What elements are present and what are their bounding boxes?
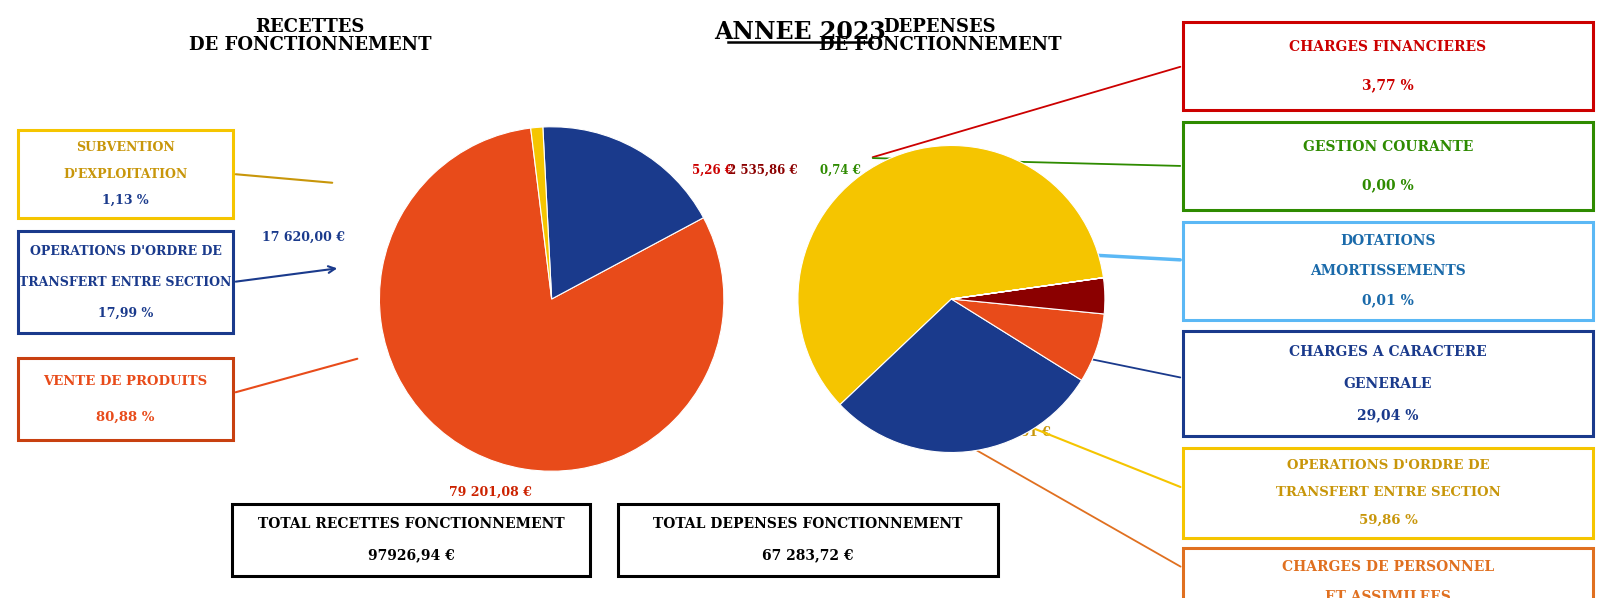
- Text: 29,04 %: 29,04 %: [1358, 408, 1418, 422]
- FancyBboxPatch shape: [1183, 548, 1593, 598]
- FancyBboxPatch shape: [18, 358, 233, 440]
- Text: ANNEE 2023: ANNEE 2023: [715, 20, 886, 44]
- Text: GESTION COURANTE: GESTION COURANTE: [1303, 140, 1473, 154]
- Text: RECETTES: RECETTES: [256, 18, 365, 36]
- FancyBboxPatch shape: [232, 504, 590, 576]
- Text: CHARGES FINANCIERES: CHARGES FINANCIERES: [1289, 40, 1487, 54]
- Text: SUBVENTION: SUBVENTION: [77, 141, 174, 154]
- Text: D'EXPLOITATION: D'EXPLOITATION: [64, 167, 187, 181]
- Wedge shape: [531, 127, 552, 299]
- Text: OPERATIONS D'ORDRE DE: OPERATIONS D'ORDRE DE: [29, 245, 221, 258]
- Text: 67 283,72 €: 67 283,72 €: [763, 548, 854, 563]
- Wedge shape: [542, 127, 704, 299]
- FancyBboxPatch shape: [1183, 22, 1593, 110]
- Wedge shape: [379, 128, 724, 471]
- Text: TRANSFERT ENTRE SECTION: TRANSFERT ENTRE SECTION: [19, 276, 232, 288]
- Text: 4 924,73 €: 4 924,73 €: [580, 410, 656, 423]
- FancyBboxPatch shape: [18, 231, 233, 333]
- Text: 17 620,00 €: 17 620,00 €: [262, 230, 345, 243]
- Text: TOTAL RECETTES FONCTIONNEMENT: TOTAL RECETTES FONCTIONNEMENT: [257, 517, 564, 532]
- Wedge shape: [951, 277, 1103, 299]
- Text: OPERATIONS D'ORDRE DE: OPERATIONS D'ORDRE DE: [1287, 459, 1489, 472]
- Text: 79 201,08 €: 79 201,08 €: [449, 486, 531, 499]
- Wedge shape: [951, 277, 1105, 314]
- Text: 0,74 €: 0,74 €: [820, 163, 860, 176]
- Text: DE FONCTIONNEMENT: DE FONCTIONNEMENT: [819, 36, 1062, 54]
- Text: VENTE DE PRODUITS: VENTE DE PRODUITS: [43, 375, 208, 388]
- Text: AMORTISSEMENTS: AMORTISSEMENTS: [1310, 264, 1466, 278]
- Text: 1,13 %: 1,13 %: [102, 194, 149, 207]
- Text: 80,88 %: 80,88 %: [96, 410, 155, 423]
- Text: 2 535,86 €: 2 535,86 €: [728, 163, 798, 176]
- Wedge shape: [839, 299, 1081, 453]
- Text: DOTATIONS: DOTATIONS: [1340, 234, 1436, 248]
- FancyBboxPatch shape: [18, 130, 233, 218]
- Text: 97926,94 €: 97926,94 €: [368, 548, 454, 563]
- Wedge shape: [798, 145, 1103, 405]
- FancyBboxPatch shape: [1183, 122, 1593, 210]
- Text: 40 276,61 €: 40 276,61 €: [967, 426, 1051, 438]
- FancyBboxPatch shape: [1183, 448, 1593, 538]
- Text: CHARGES DE PERSONNEL: CHARGES DE PERSONNEL: [1282, 560, 1493, 574]
- Text: ET ASSIMILEES: ET ASSIMILEES: [1326, 590, 1450, 598]
- Text: TRANSFERT ENTRE SECTION: TRANSFERT ENTRE SECTION: [1276, 487, 1500, 499]
- Text: 1 105,86 €: 1 105,86 €: [512, 170, 585, 184]
- FancyBboxPatch shape: [1183, 331, 1593, 436]
- Text: 0,01 %: 0,01 %: [1362, 294, 1414, 308]
- Text: 5,26 €: 5,26 €: [692, 163, 734, 176]
- FancyBboxPatch shape: [1183, 222, 1593, 320]
- Wedge shape: [951, 299, 1105, 380]
- Wedge shape: [951, 277, 1103, 299]
- Text: CHARGES A CARACTERE: CHARGES A CARACTERE: [1289, 344, 1487, 359]
- Text: DE FONCTIONNEMENT: DE FONCTIONNEMENT: [189, 36, 432, 54]
- Text: 0,00 %: 0,00 %: [1362, 178, 1414, 192]
- Text: DEPENSES: DEPENSES: [884, 18, 996, 36]
- FancyBboxPatch shape: [617, 504, 998, 576]
- Text: 59,86 %: 59,86 %: [1359, 514, 1417, 527]
- Text: 17,99 %: 17,99 %: [98, 306, 154, 319]
- Text: 3,77 %: 3,77 %: [1362, 78, 1414, 92]
- Text: GENERALE: GENERALE: [1343, 377, 1433, 390]
- Text: 19 540,52 €: 19 540,52 €: [568, 246, 651, 258]
- Text: TOTAL DEPENSES FONCTIONNEMENT: TOTAL DEPENSES FONCTIONNEMENT: [654, 517, 963, 532]
